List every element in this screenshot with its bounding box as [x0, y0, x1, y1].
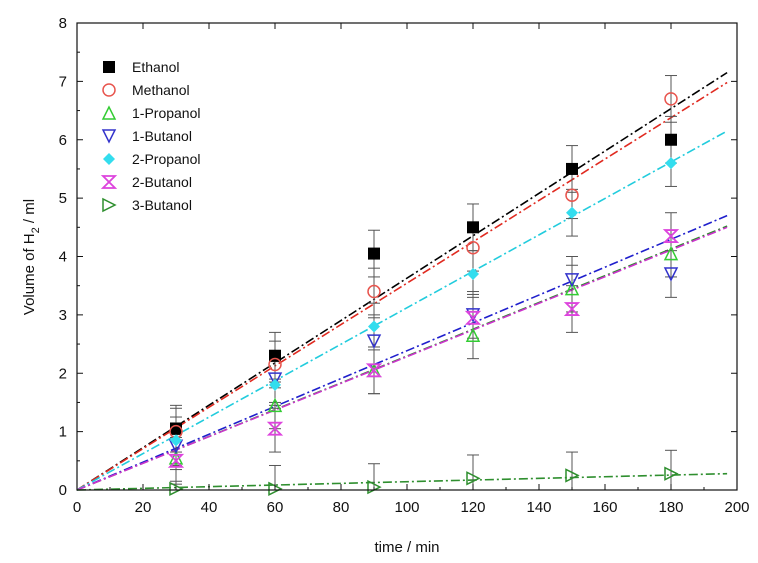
error-bars-layer	[170, 75, 677, 491]
data-point-2-propanol	[665, 157, 677, 170]
y-tick-label: 5	[59, 190, 67, 207]
fit-line-1-butanol	[76, 214, 728, 491]
data-point-2-propanol	[170, 434, 182, 447]
data-point-methanol	[268, 357, 282, 372]
legend-item-1-butanol: 1-Butanol	[101, 128, 192, 144]
data-point-ethanol	[665, 133, 677, 146]
data-point-3-butanol	[466, 471, 481, 486]
data-point-1-butanol	[366, 334, 382, 349]
legend-item-3-butanol: 3-Butanol	[102, 197, 192, 213]
legend-label: Ethanol	[132, 59, 179, 75]
y-axis-title-unit: / ml	[21, 199, 38, 227]
y-tick-label: 4	[59, 249, 67, 266]
x-tick-label: 40	[201, 499, 218, 516]
data-point-1-propanol	[267, 397, 283, 413]
data-point-2-butanol	[464, 310, 482, 325]
data-point-1-propanol	[465, 327, 481, 343]
y-tick-label: 3	[59, 307, 67, 324]
data-point-1-propanol	[564, 280, 580, 296]
legend-marker-2-propanol	[103, 153, 115, 165]
legend-marker-1-propanol	[101, 105, 117, 120]
y-tick-label: 0	[59, 482, 67, 499]
fit-line-methanol	[76, 81, 728, 491]
data-point-2-propanol	[368, 320, 380, 333]
legend-marker-methanol	[102, 83, 116, 97]
data-point-1-butanol	[267, 372, 283, 387]
data-point-ethanol	[566, 162, 578, 175]
y-tick-label: 6	[59, 132, 67, 149]
y-tick-label: 2	[59, 365, 67, 382]
x-tick-label: 180	[658, 499, 683, 516]
data-point-methanol	[565, 188, 579, 202]
legend-marker-ethanol	[103, 61, 115, 73]
data-point-1-butanol	[564, 273, 580, 288]
fit-line-2-propanol	[76, 130, 728, 491]
x-tick-label: 80	[333, 499, 350, 516]
legend-label: 1-Propanol	[132, 105, 201, 121]
x-tick-label: 20	[135, 499, 152, 516]
legend-item-ethanol: Ethanol	[103, 59, 179, 75]
data-point-2-butanol	[365, 363, 383, 378]
y-tick-label: 8	[59, 15, 67, 32]
data-point-ethanol	[467, 221, 479, 234]
legend-label: Methanol	[132, 82, 190, 98]
legend-label: 1-Butanol	[132, 128, 192, 144]
data-point-1-propanol	[663, 245, 679, 261]
x-tick-label: 60	[267, 499, 284, 516]
y-tick-label: 1	[59, 424, 67, 441]
data-point-ethanol	[170, 422, 182, 435]
error-bar-methanol	[665, 75, 677, 123]
data-point-3-butanol	[169, 481, 184, 497]
fit-line-ethanol	[76, 71, 728, 491]
axes-layer: 0 20 40 60 80 100 120 140 160 180 200 0 1 2 3 4 5 6 7 8	[59, 15, 750, 516]
fit-line-1-propanol	[76, 225, 728, 491]
data-point-3-butanol	[565, 468, 580, 483]
data-point-methanol	[367, 284, 381, 299]
legend: Ethanol Methanol 1-Propanol 1-Butanol 2-Prop…	[100, 59, 201, 213]
data-point-2-propanol	[566, 206, 578, 219]
fit-line-3-butanol	[76, 472, 728, 491]
y-axis-title-subscript: 2	[30, 227, 42, 233]
data-point-3-butanol	[664, 466, 679, 481]
x-tick-label: 160	[592, 499, 617, 516]
data-point-1-butanol	[663, 267, 679, 282]
x-tick-label: 120	[460, 499, 485, 516]
y-axis-title: Volume of H2 / ml	[21, 199, 42, 315]
data-point-2-butanol	[167, 453, 185, 468]
legend-marker-1-butanol	[101, 129, 117, 144]
y-tick-label: 7	[59, 73, 67, 90]
x-tick-label: 140	[526, 499, 551, 516]
data-point-2-butanol	[563, 302, 581, 316]
data-point-methanol	[664, 92, 678, 106]
data-point-2-butanol	[662, 229, 680, 243]
legend-item-2-propanol: 2-Propanol	[103, 151, 201, 167]
legend-item-1-propanol: 1-Propanol	[101, 105, 201, 121]
legend-label: 2-Butanol	[132, 174, 192, 190]
legend-marker-2-butanol	[100, 175, 118, 189]
data-points-layer	[167, 92, 680, 497]
legend-item-methanol: Methanol	[102, 82, 190, 98]
legend-marker-3-butanol	[102, 197, 117, 213]
legend-item-2-butanol: 2-Butanol	[100, 174, 192, 190]
fit-lines-layer	[76, 71, 728, 491]
data-point-ethanol	[368, 247, 380, 260]
y-axis-title-main: Volume of H	[21, 233, 38, 315]
data-point-2-butanol	[266, 421, 284, 436]
x-axis-title: time / min	[374, 539, 439, 556]
data-point-2-propanol	[269, 378, 281, 391]
legend-label: 3-Butanol	[132, 197, 192, 213]
data-point-methanol	[466, 240, 480, 255]
x-tick-label: 0	[73, 499, 81, 516]
x-tick-label: 200	[724, 499, 749, 516]
legend-label: 2-Propanol	[132, 151, 201, 167]
x-tick-label: 100	[394, 499, 419, 516]
data-point-2-propanol	[467, 268, 479, 281]
fit-line-2-butanol	[76, 226, 728, 491]
